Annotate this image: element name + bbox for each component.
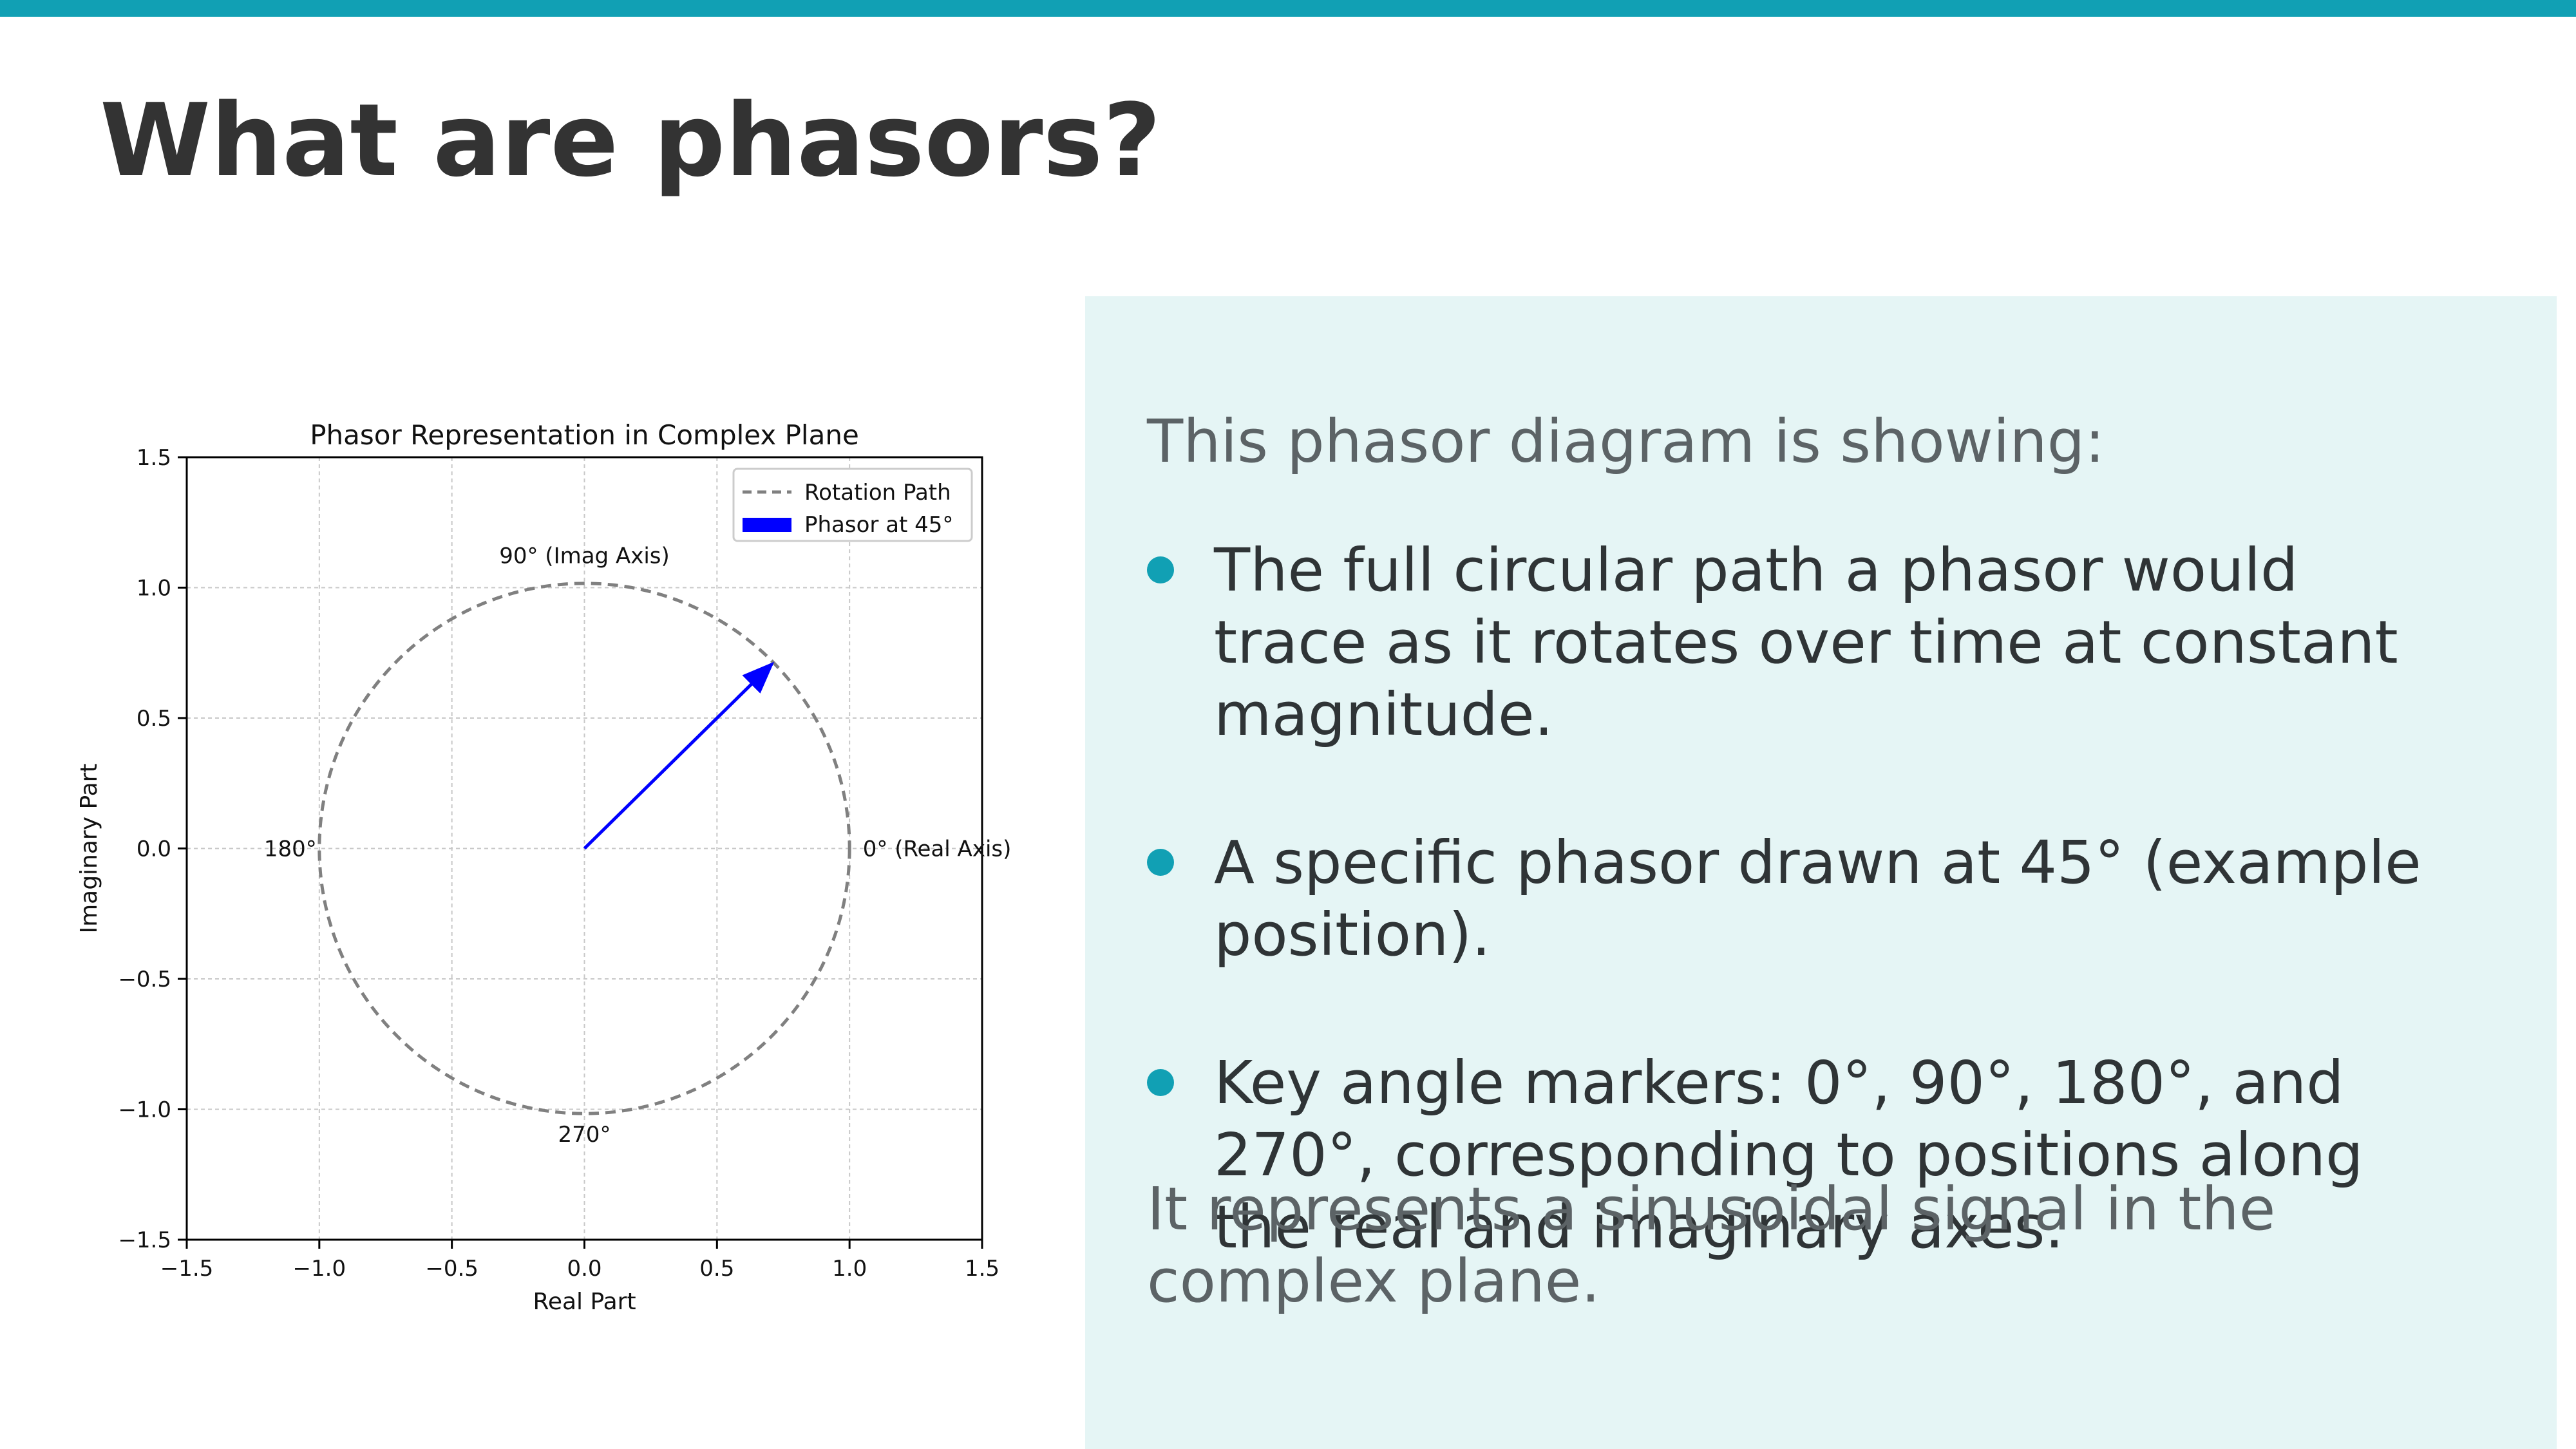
slide-title: What are phasors?	[100, 82, 1161, 199]
bullet-text: A specific phasor drawn at 45° (example …	[1214, 828, 2421, 969]
angle-annotation: 270°	[558, 1122, 611, 1148]
angle-annotation: 180°	[264, 837, 317, 862]
rotation-path-circle	[317, 582, 851, 1115]
angle-annotations: 0° (Real Axis) 90° (Imag Axis) 180° 270°	[264, 543, 1011, 1148]
angle-annotation: 0° (Real Axis)	[863, 837, 1012, 862]
y-tick-label: 1.5	[137, 445, 171, 471]
chart-legend: Rotation Path Phasor at 45°	[732, 468, 973, 542]
bullet-item: A specific phasor drawn at 45° (example …	[1085, 827, 2470, 971]
bullet-dot-icon	[1147, 849, 1174, 876]
bullet-item: The full circular path a phasor would tr…	[1085, 535, 2470, 751]
x-tick-label: 1.5	[965, 1256, 999, 1282]
phasor-plot: −1.5 −1.0 −0.5 0.0 0.5 1.0 1.5 1.5 1.0 0.5 0.0 −0.5…	[64, 406, 1095, 1320]
chart-title: Phasor Representation in Complex Plane	[310, 419, 859, 451]
phasor-chart-svg: −1.5 −1.0 −0.5 0.0 0.5 1.0 1.5 1.5 1.0 0.5 0.0 −0.5…	[76, 419, 1011, 1315]
phasor-arrow	[583, 661, 775, 850]
bullet-text: Key angle markers: 0°, 90°, 180°, and 27…	[1214, 1048, 2363, 1262]
bullet-text: The full circular path a phasor would tr…	[1214, 536, 2398, 749]
y-tick-label: −0.5	[118, 967, 171, 992]
y-tick-label: −1.0	[118, 1097, 171, 1123]
x-tick-label: 0.5	[699, 1256, 734, 1282]
y-tick-label: 0.0	[137, 837, 171, 862]
axis-ticks: −1.5 −1.0 −0.5 0.0 0.5 1.0 1.5 1.5 1.0 0.5 0.0 −0.5…	[118, 445, 999, 1282]
y-axis-label: Imaginary Part	[76, 763, 102, 933]
panel-intro-text: This phasor diagram is showing:	[1147, 407, 2105, 476]
legend-rotation-path-label: Rotation Path	[804, 480, 951, 506]
explanation-panel: This phasor diagram is showing: The full…	[1085, 296, 2557, 1449]
bullet-dot-icon	[1147, 1069, 1174, 1096]
legend-phasor-label: Phasor at 45°	[804, 512, 953, 538]
legend-box	[732, 468, 973, 542]
x-tick-label: 0.0	[567, 1256, 601, 1282]
x-tick-label: −0.5	[425, 1256, 478, 1282]
panel-outro-text: It represents a sinusoidal signal in the…	[1147, 1175, 2276, 1316]
x-axis-label: Real Part	[533, 1289, 636, 1315]
bullet-list: The full circular path a phasor would tr…	[1085, 535, 2557, 1340]
y-tick-label: −1.5	[118, 1227, 171, 1253]
x-tick-label: −1.0	[293, 1256, 346, 1282]
y-tick-label: 0.5	[137, 706, 171, 732]
top-accent-bar	[0, 0, 2576, 17]
bullet-item: Key angle markers: 0°, 90°, 180°, and 27…	[1085, 1047, 2470, 1264]
x-tick-label: 1.0	[832, 1256, 867, 1282]
y-tick-label: 1.0	[137, 576, 171, 601]
x-tick-label: −1.5	[160, 1256, 214, 1282]
angle-annotation: 90° (Imag Axis)	[499, 543, 670, 569]
bullet-dot-icon	[1147, 556, 1174, 583]
legend-phasor-swatch	[743, 518, 791, 532]
